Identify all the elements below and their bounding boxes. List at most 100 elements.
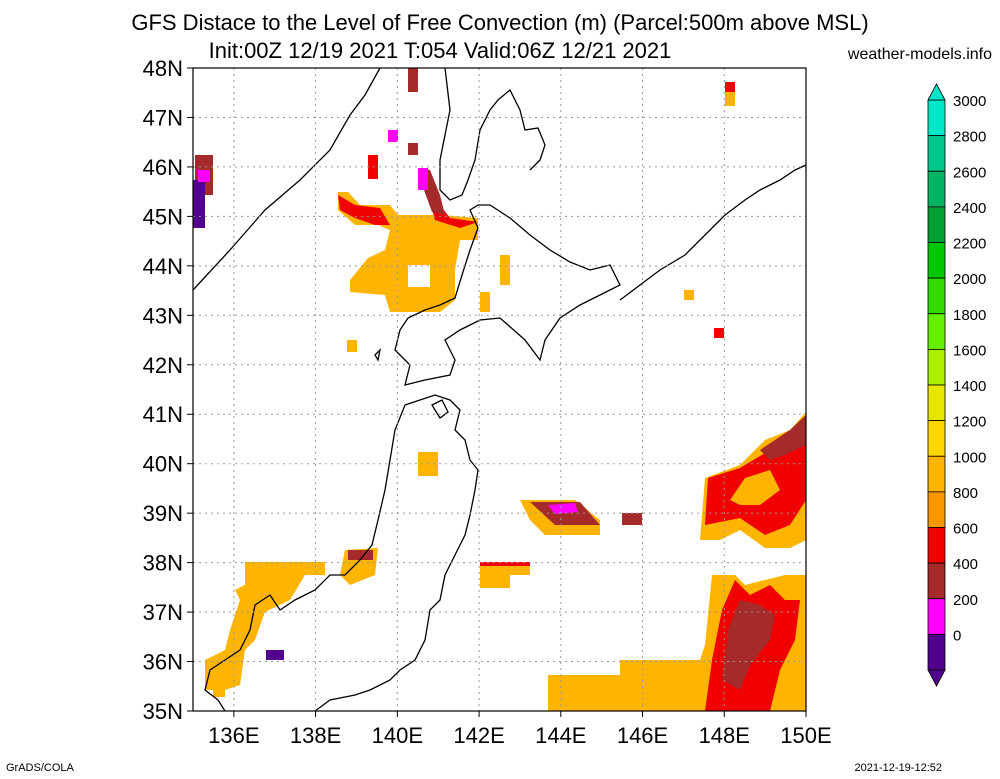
colorbar-segment xyxy=(927,242,946,279)
colorbar-segment xyxy=(927,206,946,243)
colorbar-label: 1200 xyxy=(953,414,986,431)
shade-magenta-144 xyxy=(548,503,578,514)
lon-label: 138E xyxy=(290,723,341,748)
shade-magenta-n xyxy=(418,168,428,190)
cell-9 xyxy=(684,290,694,300)
colorbar-segment xyxy=(927,135,946,172)
colorbar-label: 1800 xyxy=(953,307,986,324)
colorbar-label: 1600 xyxy=(953,342,986,359)
lon-label: 142E xyxy=(453,723,504,748)
colorbar: 3000280026002400220020001800160014001200… xyxy=(927,83,986,687)
lat-label: 48N xyxy=(143,56,183,81)
shade-brown-se xyxy=(722,600,775,690)
colorbar-label: 1000 xyxy=(953,449,986,466)
shade-orange-sw xyxy=(205,562,325,690)
coast-honshu-west xyxy=(204,404,406,712)
colorbar-segment xyxy=(927,313,946,350)
lat-axis-labels: 48N 47N 46N 45N 44N 43N 42N 41N 40N 39N 38N 37N 36N 3… xyxy=(143,56,183,724)
coast-sakhalin xyxy=(439,67,546,201)
colorbar-bottom-arrow xyxy=(927,669,946,687)
cell-6 xyxy=(725,82,735,92)
lat-label: 36N xyxy=(143,650,183,675)
cell-8 xyxy=(480,292,490,312)
lon-label: 136E xyxy=(208,723,259,748)
chart-subtitle: Init:00Z 12/19 2021 T:054 Valid:06Z 12/2… xyxy=(208,38,672,63)
colorbar-segment xyxy=(927,99,946,137)
lat-label: 35N xyxy=(143,699,183,724)
shade-orange-e2 xyxy=(730,470,780,505)
colorbar-segment xyxy=(927,277,946,315)
cell-5 xyxy=(725,82,735,106)
lat-label: 37N xyxy=(143,600,183,625)
colorbar-segment xyxy=(927,527,946,564)
colorbar-label: 3000 xyxy=(953,93,986,110)
colorbar-label: 400 xyxy=(953,556,978,573)
island-okushiri xyxy=(374,348,382,362)
island-peninsula xyxy=(431,399,449,419)
chart-title: GFS Distace to the Level of Free Convect… xyxy=(131,10,869,35)
cell-15 xyxy=(198,170,210,182)
lat-label: 45N xyxy=(143,204,183,229)
shade-purple-sw xyxy=(266,650,284,660)
colorbar-label: 200 xyxy=(953,592,978,609)
site-label: weather-models.info xyxy=(847,46,992,63)
coastlines xyxy=(192,67,807,712)
coast-kurils xyxy=(619,164,807,301)
colorbar-segment xyxy=(927,420,946,457)
colorbar-segment xyxy=(927,562,946,600)
colorbar-segment xyxy=(927,598,946,635)
colorbar-label: 1400 xyxy=(953,378,986,395)
plot-frame xyxy=(192,67,807,712)
colorbar-label: 2200 xyxy=(953,236,986,253)
lat-label: 39N xyxy=(143,501,183,526)
cell-2 xyxy=(388,130,398,142)
lon-axis-labels: 136E 138E 140E 142E 144E 146E 148E 150E xyxy=(208,723,832,748)
lat-label: 40N xyxy=(143,452,183,477)
shade-brown-e xyxy=(760,415,806,460)
axis-ticks xyxy=(187,67,807,717)
lat-label: 43N xyxy=(143,303,183,328)
cell-7 xyxy=(500,255,510,285)
coast-primorye xyxy=(192,67,381,291)
cell-3 xyxy=(408,143,418,155)
colorbar-top-arrow xyxy=(927,83,946,101)
lat-label: 47N xyxy=(143,105,183,130)
plot-area xyxy=(193,68,806,711)
lat-label: 38N xyxy=(143,551,183,576)
colorbar-segment xyxy=(927,170,946,208)
colorbar-segment xyxy=(927,491,946,528)
cell-1 xyxy=(408,68,418,92)
cell-10 xyxy=(714,328,724,338)
grid-lines xyxy=(193,68,806,711)
shade-red-142 xyxy=(480,562,530,566)
lat-label: 41N xyxy=(143,402,183,427)
footer-left: GrADS/COLA xyxy=(6,762,74,774)
colorbar-segment xyxy=(927,455,946,493)
shade-brown-139 xyxy=(348,550,373,560)
lat-label: 42N xyxy=(143,353,183,378)
cell-11 xyxy=(347,340,357,352)
footer-right: 2021-12-19-12:52 xyxy=(854,762,942,774)
lfc-shading xyxy=(193,68,806,711)
colorbar-label: 0 xyxy=(953,627,961,644)
gap-n xyxy=(408,265,430,287)
coast-honshu-east xyxy=(314,394,479,712)
colorbar-label: 2600 xyxy=(953,164,986,181)
lon-label: 144E xyxy=(535,723,586,748)
colorbar-segment xyxy=(927,384,946,422)
lon-label: 150E xyxy=(780,723,831,748)
coast-hokkaido xyxy=(394,204,621,386)
cell-16 xyxy=(213,685,225,697)
shade-red-n2 xyxy=(428,195,478,228)
cell-14 xyxy=(193,180,205,228)
colorbar-label: 600 xyxy=(953,521,978,538)
colorbar-label: 2400 xyxy=(953,200,986,217)
colorbar-segment xyxy=(927,633,946,671)
lon-label: 146E xyxy=(617,723,668,748)
lon-label: 140E xyxy=(372,723,423,748)
lon-label: 148E xyxy=(699,723,750,748)
shade-brown-146 xyxy=(622,513,642,525)
lat-label: 44N xyxy=(143,254,183,279)
shade-orange-142 xyxy=(480,562,530,588)
